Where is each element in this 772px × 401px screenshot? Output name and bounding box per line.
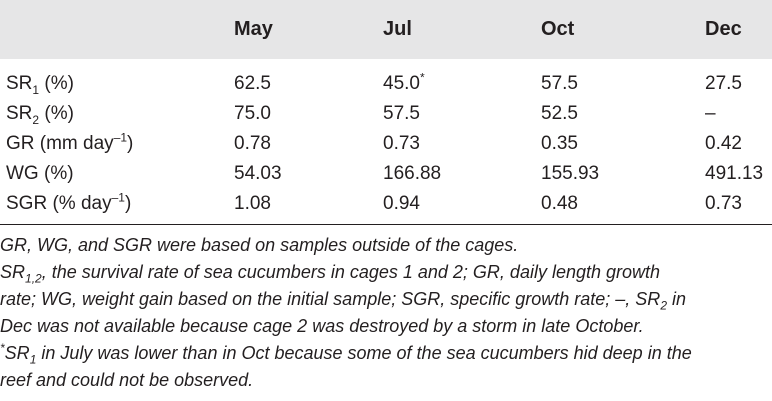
cell-jul: 166.88 [383,163,442,184]
row-label: WG (%) [6,163,74,184]
cell-jul: 45.0* [383,70,425,94]
cell-dec: – [705,103,716,124]
cell-jul: 57.5 [383,103,420,124]
cell-oct: 155.93 [541,163,600,184]
column-header-oct: Oct [541,18,575,40]
cell-may: 0.78 [234,133,271,154]
cell-dec: 491.13 [705,163,764,184]
row-label: SR2 (%) [6,103,74,127]
footnote-line: SR1,2, the survival rate of sea cucumber… [0,262,661,286]
table-row: SR1 (%) 62.5 45.0* 57.5 27.5 [0,70,772,98]
footnote-line: *SR1 in July was lower than in Oct becau… [0,341,692,367]
cell-jul: 0.94 [383,193,420,214]
table-bottom-rule [0,224,772,225]
cell-dec: 0.42 [705,133,742,154]
cell-oct: 52.5 [541,103,578,124]
table-row: GR (mm day–1) 0.78 0.73 0.35 0.42 [0,130,772,158]
cell-may: 1.08 [234,193,271,214]
cell-oct: 57.5 [541,73,578,94]
footnote-line: reef and could not be observed. [0,370,254,390]
footnote-line: rate; WG, weight gain based on the initi… [0,289,687,313]
table-header: May Jul Oct Dec [0,0,772,59]
row-label: SR1 (%) [6,73,74,97]
column-header-jul: Jul [383,18,412,40]
cell-may: 75.0 [234,103,271,124]
table-row: SR2 (%) 75.0 57.5 52.5 – [0,100,772,128]
cell-dec: 27.5 [705,73,742,94]
row-label: GR (mm day–1) [6,130,134,154]
table-footnotes: GR, WG, and SGR were based on samples ou… [0,232,772,394]
table-row: WG (%) 54.03 166.88 155.93 491.13 [0,160,772,188]
table-row: SGR (% day–1) 1.08 0.94 0.48 0.73 [0,190,772,218]
row-label: SGR (% day–1) [6,190,132,214]
column-header-dec: Dec [705,18,742,40]
footnote-line: Dec was not available because cage 2 was… [0,316,644,336]
cell-dec: 0.73 [705,193,742,214]
cell-oct: 0.35 [541,133,578,154]
cell-may: 54.03 [234,163,282,184]
cell-jul: 0.73 [383,133,420,154]
cell-may: 62.5 [234,73,271,94]
cell-oct: 0.48 [541,193,578,214]
footnote-line: GR, WG, and SGR were based on samples ou… [0,235,519,255]
column-header-may: May [234,18,273,40]
